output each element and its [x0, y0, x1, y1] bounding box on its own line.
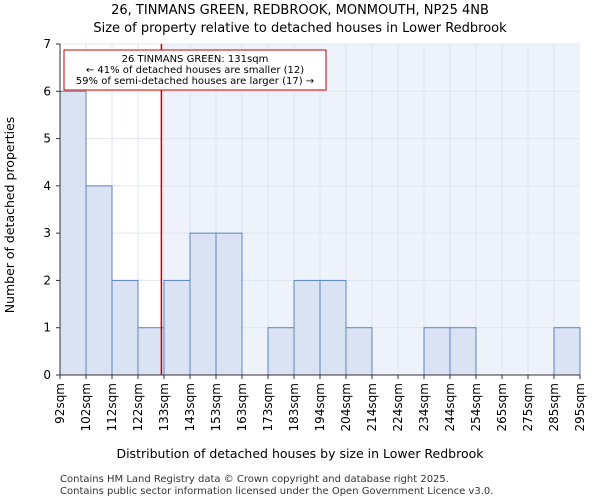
- y-tick-label: 0: [43, 368, 51, 382]
- histogram-bar: [293, 279, 321, 376]
- x-tick-label: 275sqm: [521, 383, 535, 431]
- x-tick-label: 194sqm: [313, 383, 327, 431]
- histogram-bar: [345, 327, 373, 376]
- y-tick-label: 1: [43, 321, 51, 335]
- y-tick-label: 5: [43, 132, 51, 146]
- x-tick-label: 183sqm: [287, 383, 301, 431]
- histogram-bar: [59, 90, 87, 376]
- histogram-bar: [215, 232, 243, 376]
- footer-line1: Contains HM Land Registry data © Crown c…: [60, 474, 449, 485]
- y-tick-labels: 0 1 2 3 4 5 6 7: [43, 37, 60, 382]
- bars: [59, 90, 581, 376]
- histogram-bar: [189, 232, 217, 376]
- x-tick-label: 163sqm: [235, 383, 249, 431]
- x-tick-label: 143sqm: [183, 383, 197, 431]
- histogram-bar: [137, 327, 165, 376]
- chart-title-line2: Size of property relative to detached ho…: [93, 21, 507, 36]
- y-tick-label: 3: [43, 226, 51, 240]
- histogram-bar: [319, 279, 347, 376]
- y-gridlines: [60, 43, 580, 329]
- x-tick-label: 112sqm: [105, 383, 119, 431]
- y-axis-label: Number of detached properties: [2, 117, 17, 314]
- x-tick-label: 265sqm: [495, 383, 509, 431]
- x-tick-label: 285sqm: [547, 383, 561, 431]
- y-tick-label: 2: [43, 273, 51, 287]
- y-tick-label: 6: [43, 84, 51, 98]
- x-tick-label: 122sqm: [131, 383, 145, 431]
- x-tick-label: 224sqm: [391, 383, 405, 431]
- histogram-bar: [553, 327, 581, 376]
- annotation-line1: 26 TINMANS GREEN: 131sqm: [122, 54, 269, 65]
- x-tick-label: 204sqm: [339, 383, 353, 431]
- x-tick-label: 133sqm: [157, 383, 171, 431]
- x-tick-label: 92sqm: [53, 383, 67, 424]
- x-axis-label: Distribution of detached houses by size …: [116, 446, 484, 461]
- x-tick-label: 244sqm: [443, 383, 457, 431]
- x-tick-label: 153sqm: [209, 383, 223, 431]
- y-tick-label: 4: [43, 179, 51, 193]
- x-tick-label: 295sqm: [573, 383, 587, 431]
- x-tick-label: 173sqm: [261, 383, 275, 431]
- x-tick-label: 214sqm: [365, 383, 379, 431]
- x-tick-label: 234sqm: [417, 383, 431, 431]
- histogram-bar: [267, 327, 295, 376]
- chart-title-line1: 26, TINMANS GREEN, REDBROOK, MONMOUTH, N…: [111, 3, 489, 18]
- histogram-bar: [449, 327, 477, 376]
- x-tick-labels: 92sqm 102sqm 112sqm 122sqm 133sqm 143sqm 153sq…: [53, 375, 587, 431]
- x-tick-label: 102sqm: [79, 383, 93, 431]
- annotation-line2: ← 41% of detached houses are smaller (12…: [86, 65, 304, 76]
- histogram-bar: [85, 185, 113, 376]
- annotation-line3: 59% of semi-detached houses are larger (…: [76, 76, 314, 87]
- x-tick-label: 254sqm: [469, 383, 483, 431]
- y-tick-label: 7: [43, 37, 51, 51]
- histogram-bar: [423, 327, 451, 376]
- histogram-bar: [111, 279, 139, 376]
- histogram-bar: [163, 279, 191, 376]
- annotation-box: [63, 49, 327, 91]
- footer-line2: Contains public sector information licen…: [60, 486, 493, 497]
